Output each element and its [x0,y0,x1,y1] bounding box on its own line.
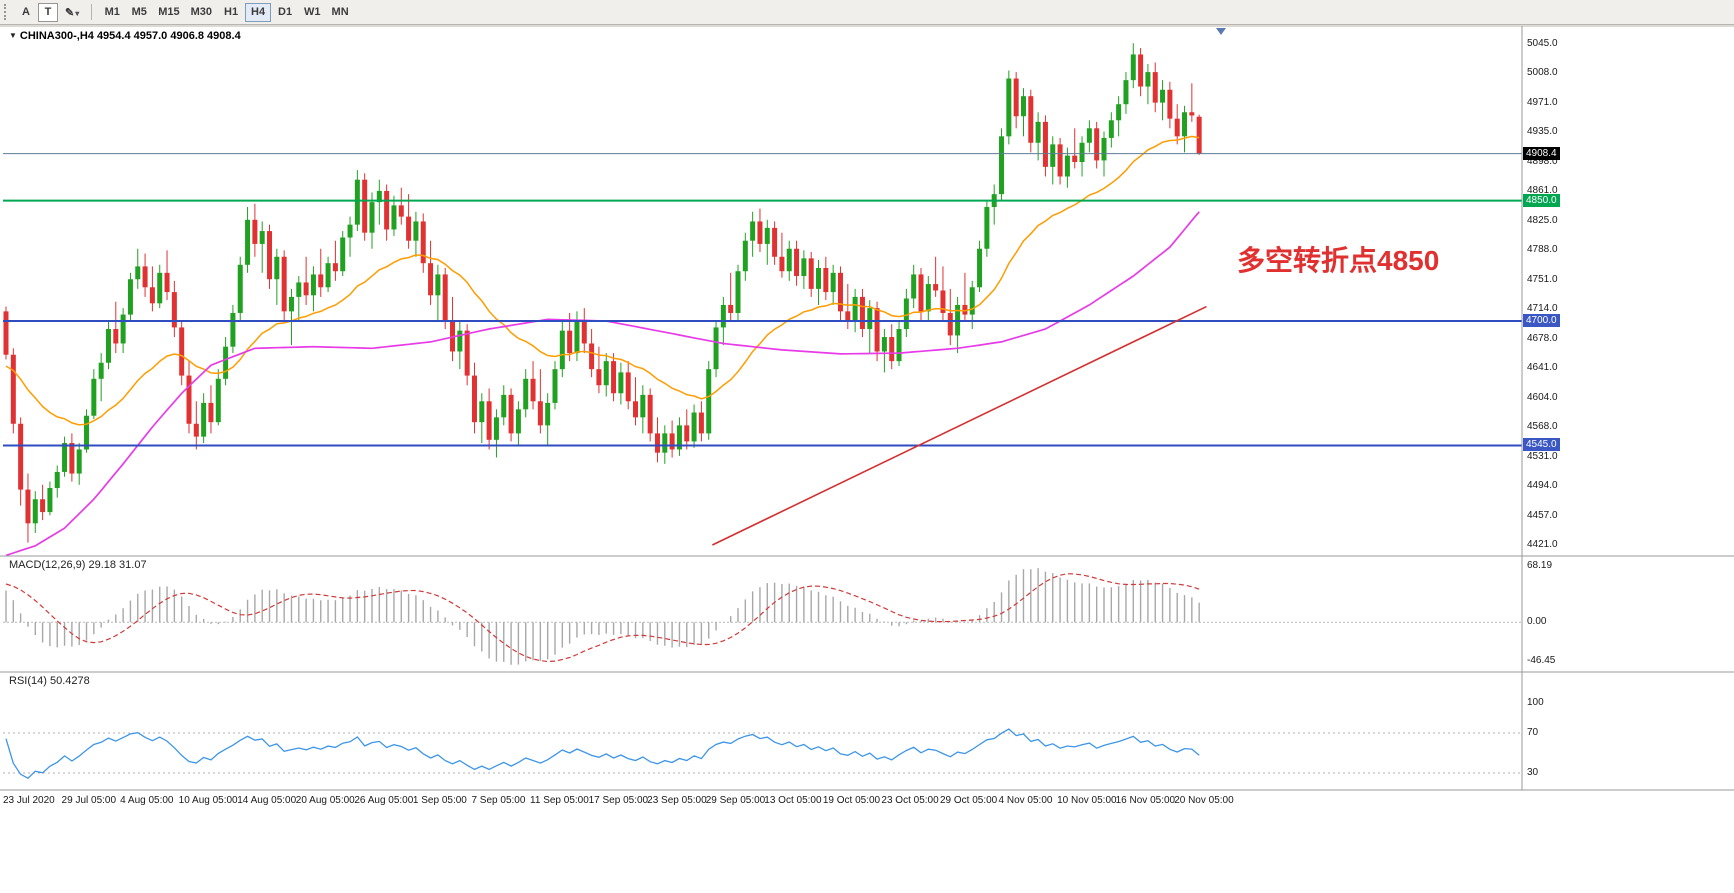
timeframe-button-m15[interactable]: M15 [153,3,184,22]
macd-label: MACD(12,26,9) 29.18 31.07 [9,559,147,571]
chart-annotation: 多空转折点4850 [1237,245,1440,276]
pencil-icon: ✎ [65,6,75,19]
text-annotation-tool-button[interactable]: A [16,3,36,22]
macd-panel[interactable] [3,556,1522,672]
textbox-tool-button[interactable]: T [38,2,58,22]
rsi-label: RSI(14) 50.4278 [9,675,90,687]
timeframe-button-d1[interactable]: D1 [272,3,298,22]
timeframe-button-h1[interactable]: H1 [218,3,244,22]
toolbar-separator [91,4,93,20]
main-chart-panel[interactable] [3,27,1522,556]
toolbar-drag-handle[interactable] [4,4,10,20]
timeframe-button-m5[interactable]: M5 [126,3,152,22]
drawing-tool-button[interactable]: ✎▾ [60,3,84,22]
rsi-panel[interactable] [3,672,1522,790]
timeframe-button-mn[interactable]: MN [327,3,354,22]
timeframe-button-m1[interactable]: M1 [99,3,125,22]
chart-title: ▼ CHINA300-,H4 4954.4 4957.0 4906.8 4908.… [9,30,241,42]
symbol-dropdown-icon: ▼ [9,31,17,40]
top-toolbar: A T ✎▾ M1 M5 M15 M30 H1 H4 D1 W1 MN [0,0,1734,25]
timeframe-button-w1[interactable]: W1 [299,3,326,22]
chart-shift-marker[interactable] [1216,28,1226,35]
chevron-down-icon: ▾ [75,8,80,18]
chart-title-text: CHINA300-,H4 4954.4 4957.0 4906.8 4908.4 [19,30,241,42]
timeframe-button-group: M1 M5 M15 M30 H1 H4 D1 W1 MN [99,2,354,22]
timeframe-button-h4[interactable]: H4 [245,2,272,22]
price-axis[interactable] [1522,27,1734,790]
timeframe-button-m30[interactable]: M30 [186,3,217,22]
time-axis[interactable] [3,790,1522,812]
